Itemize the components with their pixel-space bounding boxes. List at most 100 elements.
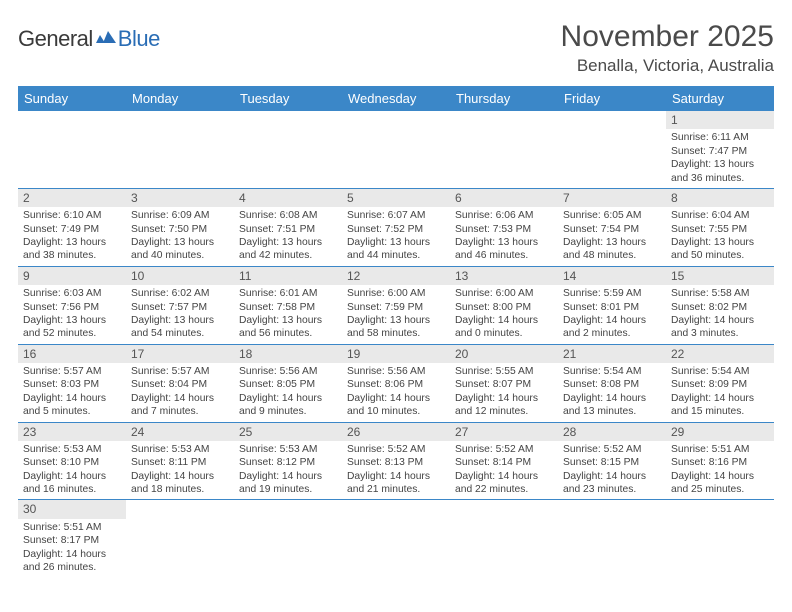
calendar-day-cell: 6Sunrise: 6:06 AMSunset: 7:53 PMDaylight… bbox=[450, 188, 558, 266]
calendar-day-cell: 4Sunrise: 6:08 AMSunset: 7:51 PMDaylight… bbox=[234, 188, 342, 266]
calendar-day-cell: 13Sunrise: 6:00 AMSunset: 8:00 PMDayligh… bbox=[450, 266, 558, 344]
day-details: Sunrise: 5:55 AMSunset: 8:07 PMDaylight:… bbox=[450, 363, 558, 422]
day-number: 24 bbox=[126, 423, 234, 441]
day-number: 8 bbox=[666, 189, 774, 207]
calendar-day-cell: 26Sunrise: 5:52 AMSunset: 8:13 PMDayligh… bbox=[342, 422, 450, 500]
day-number: 13 bbox=[450, 267, 558, 285]
day-details: Sunrise: 5:52 AMSunset: 8:14 PMDaylight:… bbox=[450, 441, 558, 500]
day-details: Sunrise: 6:08 AMSunset: 7:51 PMDaylight:… bbox=[234, 207, 342, 266]
day-number: 29 bbox=[666, 423, 774, 441]
day-number: 28 bbox=[558, 423, 666, 441]
weekday-header: Friday bbox=[558, 86, 666, 111]
day-details: Sunrise: 6:00 AMSunset: 7:59 PMDaylight:… bbox=[342, 285, 450, 344]
day-number: 22 bbox=[666, 345, 774, 363]
day-number: 2 bbox=[18, 189, 126, 207]
calendar-week-row: 9Sunrise: 6:03 AMSunset: 7:56 PMDaylight… bbox=[18, 266, 774, 344]
day-number: 21 bbox=[558, 345, 666, 363]
calendar-day-cell: 19Sunrise: 5:56 AMSunset: 8:06 PMDayligh… bbox=[342, 344, 450, 422]
day-details: Sunrise: 5:58 AMSunset: 8:02 PMDaylight:… bbox=[666, 285, 774, 344]
flag-icon bbox=[95, 28, 117, 51]
calendar-day-cell: 16Sunrise: 5:57 AMSunset: 8:03 PMDayligh… bbox=[18, 344, 126, 422]
calendar-day-cell bbox=[450, 111, 558, 188]
day-number: 23 bbox=[18, 423, 126, 441]
day-number: 25 bbox=[234, 423, 342, 441]
calendar-day-cell: 12Sunrise: 6:00 AMSunset: 7:59 PMDayligh… bbox=[342, 266, 450, 344]
day-details: Sunrise: 5:57 AMSunset: 8:04 PMDaylight:… bbox=[126, 363, 234, 422]
calendar-day-cell: 23Sunrise: 5:53 AMSunset: 8:10 PMDayligh… bbox=[18, 422, 126, 500]
title-block: November 2025 Benalla, Victoria, Austral… bbox=[561, 20, 774, 76]
day-number: 30 bbox=[18, 500, 126, 518]
logo-text-main: General bbox=[18, 26, 93, 52]
day-number: 7 bbox=[558, 189, 666, 207]
day-number: 1 bbox=[666, 111, 774, 129]
day-number: 20 bbox=[450, 345, 558, 363]
day-details: Sunrise: 6:05 AMSunset: 7:54 PMDaylight:… bbox=[558, 207, 666, 266]
day-number: 16 bbox=[18, 345, 126, 363]
calendar-day-cell: 8Sunrise: 6:04 AMSunset: 7:55 PMDaylight… bbox=[666, 188, 774, 266]
weekday-header: Monday bbox=[126, 86, 234, 111]
day-details: Sunrise: 5:56 AMSunset: 8:05 PMDaylight:… bbox=[234, 363, 342, 422]
calendar-day-cell: 3Sunrise: 6:09 AMSunset: 7:50 PMDaylight… bbox=[126, 188, 234, 266]
month-title: November 2025 bbox=[561, 20, 774, 54]
calendar-day-cell bbox=[450, 500, 558, 577]
calendar-day-cell bbox=[18, 111, 126, 188]
calendar-day-cell: 10Sunrise: 6:02 AMSunset: 7:57 PMDayligh… bbox=[126, 266, 234, 344]
calendar-day-cell bbox=[666, 500, 774, 577]
calendar-day-cell: 25Sunrise: 5:53 AMSunset: 8:12 PMDayligh… bbox=[234, 422, 342, 500]
calendar-day-cell: 14Sunrise: 5:59 AMSunset: 8:01 PMDayligh… bbox=[558, 266, 666, 344]
weekday-header-row: SundayMondayTuesdayWednesdayThursdayFrid… bbox=[18, 86, 774, 111]
day-details: Sunrise: 6:02 AMSunset: 7:57 PMDaylight:… bbox=[126, 285, 234, 344]
day-number: 26 bbox=[342, 423, 450, 441]
calendar-day-cell: 5Sunrise: 6:07 AMSunset: 7:52 PMDaylight… bbox=[342, 188, 450, 266]
calendar-day-cell: 17Sunrise: 5:57 AMSunset: 8:04 PMDayligh… bbox=[126, 344, 234, 422]
calendar-day-cell bbox=[234, 500, 342, 577]
day-details: Sunrise: 5:52 AMSunset: 8:13 PMDaylight:… bbox=[342, 441, 450, 500]
weekday-header: Sunday bbox=[18, 86, 126, 111]
calendar-day-cell bbox=[342, 500, 450, 577]
day-number: 5 bbox=[342, 189, 450, 207]
day-number: 10 bbox=[126, 267, 234, 285]
calendar-week-row: 1Sunrise: 6:11 AMSunset: 7:47 PMDaylight… bbox=[18, 111, 774, 188]
day-details: Sunrise: 5:53 AMSunset: 8:12 PMDaylight:… bbox=[234, 441, 342, 500]
day-details: Sunrise: 6:07 AMSunset: 7:52 PMDaylight:… bbox=[342, 207, 450, 266]
day-details: Sunrise: 6:03 AMSunset: 7:56 PMDaylight:… bbox=[18, 285, 126, 344]
calendar-day-cell bbox=[234, 111, 342, 188]
day-details: Sunrise: 6:10 AMSunset: 7:49 PMDaylight:… bbox=[18, 207, 126, 266]
calendar-day-cell: 30Sunrise: 5:51 AMSunset: 8:17 PMDayligh… bbox=[18, 500, 126, 577]
calendar-day-cell: 2Sunrise: 6:10 AMSunset: 7:49 PMDaylight… bbox=[18, 188, 126, 266]
calendar-day-cell: 21Sunrise: 5:54 AMSunset: 8:08 PMDayligh… bbox=[558, 344, 666, 422]
day-number: 18 bbox=[234, 345, 342, 363]
day-details: Sunrise: 6:11 AMSunset: 7:47 PMDaylight:… bbox=[666, 129, 774, 188]
weekday-header: Thursday bbox=[450, 86, 558, 111]
calendar-day-cell: 28Sunrise: 5:52 AMSunset: 8:15 PMDayligh… bbox=[558, 422, 666, 500]
day-number: 27 bbox=[450, 423, 558, 441]
calendar-week-row: 30Sunrise: 5:51 AMSunset: 8:17 PMDayligh… bbox=[18, 500, 774, 577]
day-number: 14 bbox=[558, 267, 666, 285]
day-details: Sunrise: 6:04 AMSunset: 7:55 PMDaylight:… bbox=[666, 207, 774, 266]
day-details: Sunrise: 6:09 AMSunset: 7:50 PMDaylight:… bbox=[126, 207, 234, 266]
day-number: 19 bbox=[342, 345, 450, 363]
day-details: Sunrise: 6:01 AMSunset: 7:58 PMDaylight:… bbox=[234, 285, 342, 344]
calendar-day-cell: 18Sunrise: 5:56 AMSunset: 8:05 PMDayligh… bbox=[234, 344, 342, 422]
calendar-day-cell: 24Sunrise: 5:53 AMSunset: 8:11 PMDayligh… bbox=[126, 422, 234, 500]
day-number: 11 bbox=[234, 267, 342, 285]
calendar-day-cell: 20Sunrise: 5:55 AMSunset: 8:07 PMDayligh… bbox=[450, 344, 558, 422]
calendar-day-cell bbox=[126, 500, 234, 577]
weekday-header: Tuesday bbox=[234, 86, 342, 111]
day-details: Sunrise: 6:00 AMSunset: 8:00 PMDaylight:… bbox=[450, 285, 558, 344]
day-details: Sunrise: 5:56 AMSunset: 8:06 PMDaylight:… bbox=[342, 363, 450, 422]
calendar-day-cell bbox=[558, 111, 666, 188]
location: Benalla, Victoria, Australia bbox=[561, 56, 774, 76]
calendar-week-row: 16Sunrise: 5:57 AMSunset: 8:03 PMDayligh… bbox=[18, 344, 774, 422]
calendar-week-row: 2Sunrise: 6:10 AMSunset: 7:49 PMDaylight… bbox=[18, 188, 774, 266]
day-details: Sunrise: 5:59 AMSunset: 8:01 PMDaylight:… bbox=[558, 285, 666, 344]
day-details: Sunrise: 5:53 AMSunset: 8:11 PMDaylight:… bbox=[126, 441, 234, 500]
logo-text-sub: Blue bbox=[118, 26, 160, 52]
calendar-day-cell: 7Sunrise: 6:05 AMSunset: 7:54 PMDaylight… bbox=[558, 188, 666, 266]
calendar-day-cell: 11Sunrise: 6:01 AMSunset: 7:58 PMDayligh… bbox=[234, 266, 342, 344]
calendar-week-row: 23Sunrise: 5:53 AMSunset: 8:10 PMDayligh… bbox=[18, 422, 774, 500]
day-details: Sunrise: 5:54 AMSunset: 8:08 PMDaylight:… bbox=[558, 363, 666, 422]
calendar-day-cell: 1Sunrise: 6:11 AMSunset: 7:47 PMDaylight… bbox=[666, 111, 774, 188]
day-number: 17 bbox=[126, 345, 234, 363]
day-number: 4 bbox=[234, 189, 342, 207]
